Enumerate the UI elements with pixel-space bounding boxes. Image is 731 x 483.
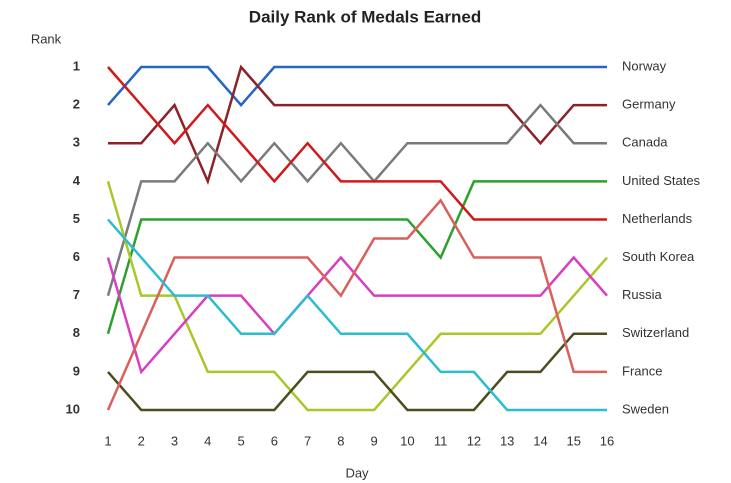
- series-label: France: [622, 363, 662, 378]
- series-label: United States: [622, 173, 701, 188]
- series-line: [107, 218, 607, 412]
- x-tick-label: 8: [337, 433, 344, 448]
- y-tick-label: 9: [73, 363, 80, 378]
- series-label: Sweden: [622, 401, 669, 416]
- y-tick-label: 10: [66, 401, 80, 416]
- y-tick-label: 6: [73, 249, 80, 264]
- x-tick-label: 7: [304, 433, 311, 448]
- series-label: South Korea: [622, 249, 695, 264]
- series-label: Switzerland: [622, 325, 689, 340]
- series-line: [107, 65, 607, 108]
- series-line: [108, 64, 607, 185]
- x-tick-label: 10: [400, 433, 414, 448]
- series-line: [106, 180, 608, 412]
- y-tick-label: 1: [73, 58, 80, 73]
- y-tick-label: 2: [73, 97, 80, 112]
- chart-title: Daily Rank of Medals Earned: [249, 7, 481, 26]
- series-label: Russia: [622, 287, 663, 302]
- series-line: [106, 198, 607, 411]
- series-label: Netherlands: [622, 211, 693, 226]
- x-tick-label: 2: [138, 433, 145, 448]
- series-label: Canada: [622, 135, 668, 150]
- y-axis-label: Rank: [31, 31, 62, 46]
- x-tick-label: 13: [500, 433, 514, 448]
- x-tick-label: 5: [237, 433, 244, 448]
- y-tick-label: 7: [73, 287, 80, 302]
- series-label: Norway: [622, 58, 667, 73]
- y-tick-label: 8: [73, 325, 80, 340]
- x-axis-label: Day: [345, 465, 369, 480]
- x-tick-label: 14: [533, 433, 547, 448]
- x-tick-label: 4: [204, 433, 211, 448]
- x-tick-label: 9: [371, 433, 378, 448]
- series-line: [106, 180, 607, 335]
- series-line: [107, 332, 607, 412]
- y-tick-label: 4: [73, 173, 81, 188]
- x-tick-label: 1: [104, 433, 111, 448]
- series-label: Germany: [622, 97, 676, 112]
- x-tick-label: 16: [600, 433, 614, 448]
- x-tick-label: 6: [271, 433, 278, 448]
- y-tick-label: 5: [73, 211, 80, 226]
- x-tick-label: 15: [566, 433, 580, 448]
- series-line: [106, 255, 608, 375]
- x-tick-label: 3: [171, 433, 178, 448]
- x-tick-label: 12: [467, 433, 481, 448]
- series-line: [106, 103, 607, 297]
- y-tick-label: 3: [73, 135, 80, 150]
- x-tick-label: 11: [434, 433, 448, 448]
- series-line: [107, 66, 607, 221]
